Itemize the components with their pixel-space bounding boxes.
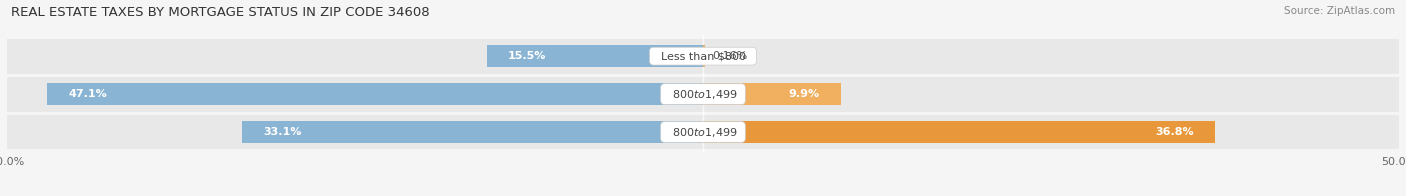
Text: REAL ESTATE TAXES BY MORTGAGE STATUS IN ZIP CODE 34608: REAL ESTATE TAXES BY MORTGAGE STATUS IN … [11,6,430,19]
Text: 0.16%: 0.16% [713,51,748,61]
Bar [48,83,703,105]
Bar [703,83,841,105]
Text: $800 to $1,499: $800 to $1,499 [665,88,741,101]
Text: 36.8%: 36.8% [1156,127,1194,137]
Bar [703,121,1215,143]
Bar [7,77,1399,112]
Text: $800 to $1,499: $800 to $1,499 [665,125,741,139]
Text: Source: ZipAtlas.com: Source: ZipAtlas.com [1284,6,1395,16]
Text: 9.9%: 9.9% [789,89,820,99]
Bar [703,45,706,67]
Text: 33.1%: 33.1% [263,127,301,137]
Text: 15.5%: 15.5% [508,51,547,61]
Bar [488,45,703,67]
Text: 47.1%: 47.1% [69,89,107,99]
Text: Less than $800: Less than $800 [654,51,752,61]
Bar [7,39,1399,74]
Bar [7,115,1399,150]
Bar [242,121,703,143]
